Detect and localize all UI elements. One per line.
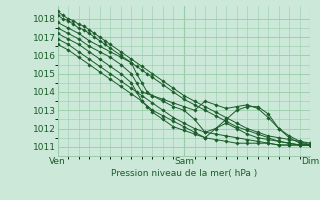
X-axis label: Pression niveau de la mer( hPa ): Pression niveau de la mer( hPa ) [111,169,257,178]
